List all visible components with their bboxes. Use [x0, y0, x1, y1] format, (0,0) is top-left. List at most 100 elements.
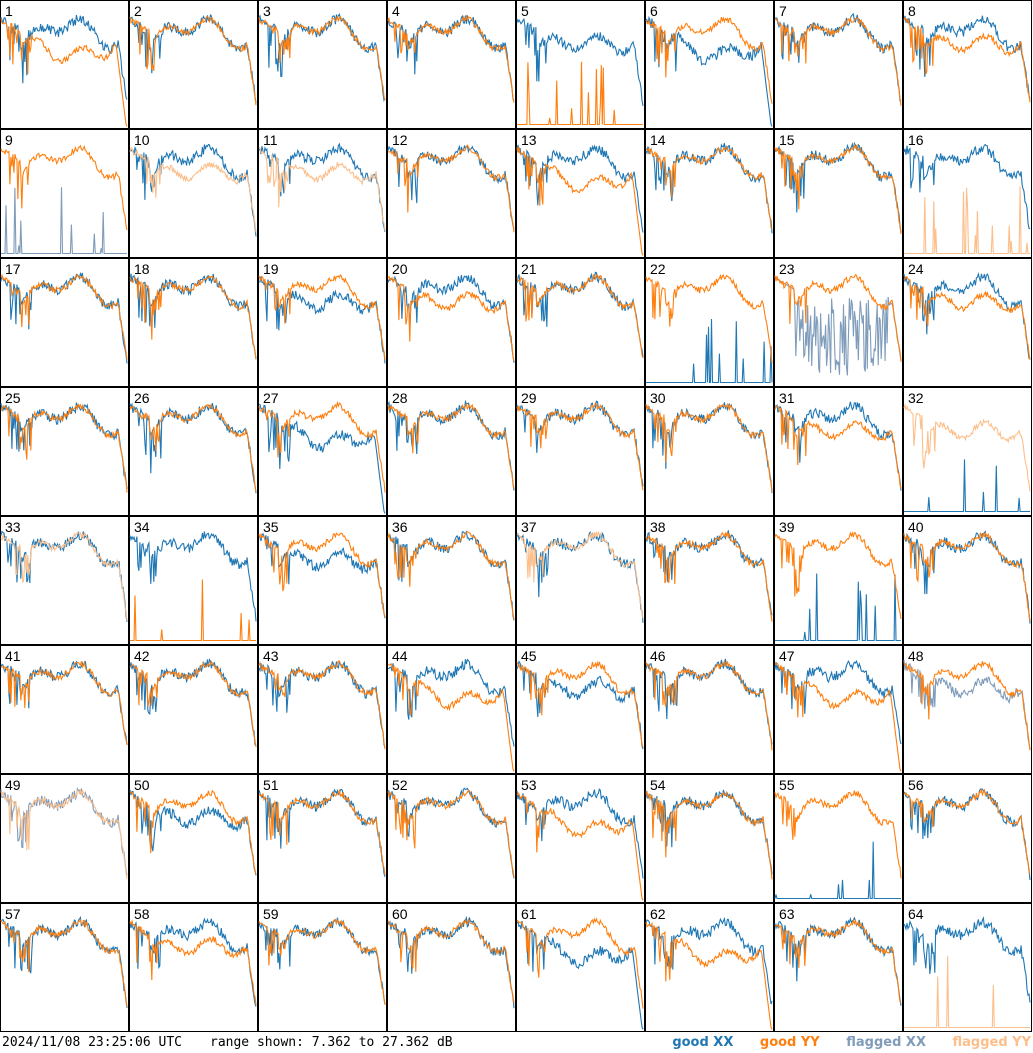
panel-label: 12: [392, 132, 408, 148]
series-yy: [0, 18, 128, 127]
panel-label: 41: [5, 648, 21, 664]
series-yy: [774, 274, 902, 362]
series-xx: [516, 17, 644, 107]
panel-frame: [645, 516, 774, 645]
panel-label: 26: [134, 390, 150, 406]
series-yy: [516, 660, 644, 748]
series-yy: [387, 662, 515, 772]
series-yy: [0, 788, 128, 879]
panel-label: 31: [779, 390, 795, 406]
panel-frame: [0, 903, 129, 1032]
panel-51: 51: [258, 774, 387, 903]
panel-label: 38: [650, 519, 666, 535]
panel-48: 48: [903, 645, 1032, 774]
panel-33: 33: [0, 516, 129, 645]
panel-57: 57: [0, 903, 129, 1032]
series-xx: [1, 187, 127, 255]
panel-frame: [387, 387, 516, 516]
panel-47: 47: [774, 645, 903, 774]
panel-frame: [903, 0, 1032, 129]
panel-26: 26: [129, 387, 258, 516]
series-xx: [258, 403, 386, 514]
panel-63: 63: [774, 903, 903, 1032]
panel-5: 5: [516, 0, 645, 129]
panel-frame: [774, 129, 903, 258]
panel-frame: [516, 129, 645, 258]
series-yy: [903, 276, 1031, 361]
series-xx: [516, 144, 644, 233]
panel-label: 20: [392, 261, 408, 277]
panel-frame: [516, 516, 645, 645]
panel-frame: [516, 258, 645, 387]
series-yy: [517, 61, 643, 126]
panel-62: 62: [645, 903, 774, 1032]
panel-frame: [387, 129, 516, 258]
footer: 2024/11/08 23:25:06 UTC range shown: 7.3…: [0, 1033, 1033, 1053]
panel-label: 56: [908, 777, 924, 793]
panel-60: 60: [387, 903, 516, 1032]
panel-frame: [129, 516, 258, 645]
panel-label: 27: [263, 390, 279, 406]
panel-frame: [258, 774, 387, 903]
panel-frame: [645, 774, 774, 903]
panel-39: 39: [774, 516, 903, 645]
series-yy: [645, 403, 773, 493]
panel-frame: [258, 903, 387, 1032]
series-yy: [516, 791, 644, 901]
series-yy: [516, 147, 644, 256]
series-yy: [129, 919, 257, 1006]
panel-31: 31: [774, 387, 903, 516]
panel-14: 14: [645, 129, 774, 258]
series-xx: [516, 271, 644, 357]
panel-label: 1: [5, 3, 13, 19]
series-yy: [130, 579, 256, 642]
panel-label: 2: [134, 3, 142, 19]
panel-53: 53: [516, 774, 645, 903]
series-yy: [903, 531, 1031, 622]
series-yy: [387, 402, 515, 489]
panel-frame: [903, 387, 1032, 516]
panel-21: 21: [516, 258, 645, 387]
panel-label: 7: [779, 3, 787, 19]
panel-label: 14: [650, 132, 666, 148]
panel-label: 33: [5, 519, 21, 535]
panel-label: 49: [5, 777, 21, 793]
series-yy: [645, 273, 773, 364]
series-xx: [516, 788, 644, 879]
panel-label: 35: [263, 519, 279, 535]
series-yy: [903, 788, 1031, 875]
panel-frame: [129, 258, 258, 387]
series-yy: [774, 405, 902, 489]
series-yy: [258, 16, 386, 101]
panel-frame: [903, 129, 1032, 258]
panel-55: 55: [774, 774, 903, 903]
series-yy: [774, 143, 902, 235]
series-yy: [387, 531, 515, 620]
panel-56: 56: [903, 774, 1032, 903]
panel-label: 55: [779, 777, 795, 793]
panel-frame: [903, 903, 1032, 1032]
series-xx: [129, 917, 257, 1007]
panel-label: 10: [134, 132, 150, 148]
series-yy: [258, 146, 386, 231]
panel-label: 54: [650, 777, 666, 793]
panel-frame: [387, 0, 516, 129]
series-yy: [387, 14, 515, 103]
series-xx: [387, 658, 515, 747]
series-yy: [387, 789, 515, 878]
panel-frame: [129, 774, 258, 903]
panel-3: 3: [258, 0, 387, 129]
series-yy: [645, 16, 773, 104]
panel-label: 21: [521, 261, 537, 277]
series-yy: [387, 918, 515, 1004]
panel-59: 59: [258, 903, 387, 1032]
panel-frame: [387, 774, 516, 903]
series-xx: [903, 143, 1031, 230]
panel-label: 59: [263, 906, 279, 922]
panel-frame: [129, 645, 258, 774]
panel-64: 64: [903, 903, 1032, 1032]
panel-frame: [516, 903, 645, 1032]
panel-20: 20: [387, 258, 516, 387]
series-yy: [516, 273, 644, 359]
panel-32: 32: [903, 387, 1032, 516]
